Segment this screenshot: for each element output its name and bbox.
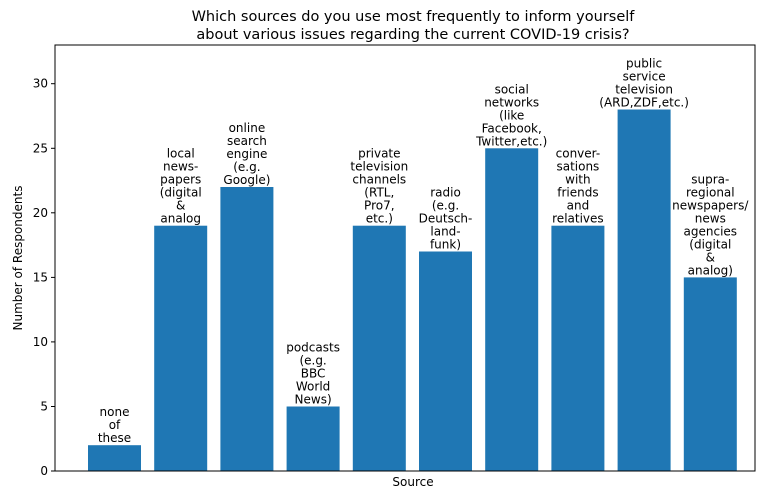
plot-frame [54, 44, 756, 472]
bar-label-1-line-4: & [176, 199, 185, 213]
y-tick-label-2: 10 [33, 335, 48, 349]
bar-label-1-line-3: (digital [160, 186, 202, 200]
bar-label-4-line-2: channels [352, 173, 406, 187]
bar-label-9-line-4: agencies [684, 224, 738, 238]
bar-label-4-line-1: television [350, 160, 408, 174]
bar-label-2-line-4: Google) [223, 173, 270, 187]
bar-label-9-line-7: analog) [688, 263, 733, 277]
bar-label-6-line-3: Facebook, [482, 121, 542, 135]
bar-label-2-line-2: engine [226, 147, 267, 161]
bar-label-5-line-2: Deutsch- [419, 212, 473, 226]
y-axis-label: Number of Respondents [11, 186, 25, 331]
bar-label-5-line-3: land- [430, 225, 460, 239]
bar-label-3-line-4: News) [295, 393, 332, 407]
bar-1 [154, 225, 208, 471]
bar-label-9-line-2: newspapers/ [672, 198, 749, 212]
bar-label-9-line-0: supra- [691, 172, 729, 186]
bar-9 [683, 277, 737, 471]
bar-label-2-line-3: (e.g. [233, 160, 260, 174]
bar-label-7-line-1: sations [556, 160, 599, 174]
bar-8 [617, 109, 671, 471]
y-tick-label-5: 25 [33, 141, 48, 155]
bar-label-4-line-3: (RTL, [364, 186, 394, 200]
bar-5 [419, 251, 472, 471]
bar-label-3-line-0: podcasts [286, 341, 340, 355]
bar-label-5-line-0: radio [430, 186, 461, 200]
bar-labels-group: noneoftheselocalnews-papers(digital&anal… [98, 57, 750, 446]
chart-title-line-2: about various issues regarding the curre… [196, 27, 629, 43]
bar-label-3-line-2: BBC [301, 367, 326, 381]
chart-title-line-1: Which sources do you use most frequently… [192, 9, 636, 25]
bar-label-8-line-1: service [623, 70, 666, 84]
bar-label-1-line-5: analog [160, 212, 201, 226]
bar-label-6-line-2: (like [499, 108, 524, 122]
bar-label-7-line-5: relatives [552, 212, 604, 226]
bar-label-7-line-2: with [565, 173, 590, 187]
y-tick-label-0: 0 [40, 464, 48, 478]
y-tick-label-3: 15 [33, 270, 48, 284]
y-axis: 0 5 10 15 20 25 30 [33, 77, 55, 478]
bar-label-0-line-1: of [109, 418, 121, 432]
y-tick-label-1: 5 [40, 400, 48, 414]
bar-label-9-line-6: & [706, 250, 715, 264]
bar-label-7-line-3: friends [557, 186, 598, 200]
bar-label-4-line-5: etc.) [366, 212, 393, 226]
bar-label-5-line-4: funk) [430, 238, 461, 252]
bar-label-9-line-5: (digital [689, 237, 731, 251]
bar-label-9-line-1: regional [686, 185, 735, 199]
bar-label-0-line-0: none [100, 405, 130, 419]
bar-label-2-line-0: online [229, 121, 266, 135]
bar-label-7-line-4: and [567, 199, 590, 213]
bar-label-5-line-1: (e.g. [432, 199, 459, 213]
bar-7 [551, 225, 605, 471]
bar-label-9-line-3: news [695, 211, 726, 225]
bar-label-1-line-1: news- [163, 160, 198, 174]
bar-label-7-line-0: conver- [556, 147, 601, 161]
bar-label-6-line-1: networks [484, 95, 539, 109]
bar-2 [220, 187, 274, 471]
bar-label-3-line-1: (e.g. [299, 354, 326, 368]
bar-label-0-line-2: these [98, 431, 131, 445]
bar-label-6-line-4: Twitter,etc.) [475, 134, 547, 148]
y-tick-label-4: 20 [33, 206, 48, 220]
y-tick-label-6: 30 [33, 77, 48, 91]
bar-label-8-line-0: public [626, 57, 662, 71]
bar-label-3-line-3: World [296, 380, 330, 394]
x-axis-label: Source [392, 475, 433, 489]
bar-4 [352, 225, 406, 471]
bar-label-4-line-0: private [358, 147, 400, 161]
bar-6 [485, 148, 539, 472]
bar-label-1-line-2: papers [160, 173, 201, 187]
bar-label-6-line-0: social [495, 82, 529, 96]
bars-group [88, 109, 737, 472]
bar-0 [88, 445, 141, 471]
bar-label-8-line-3: (ARD,ZDF,etc.) [599, 96, 689, 110]
bar-label-4-line-4: Pro7, [364, 199, 395, 213]
bar-label-2-line-1: search [227, 134, 267, 148]
bar-label-8-line-2: television [615, 83, 673, 97]
bar-label-1-line-0: local [167, 147, 195, 161]
bar-3 [286, 406, 340, 471]
